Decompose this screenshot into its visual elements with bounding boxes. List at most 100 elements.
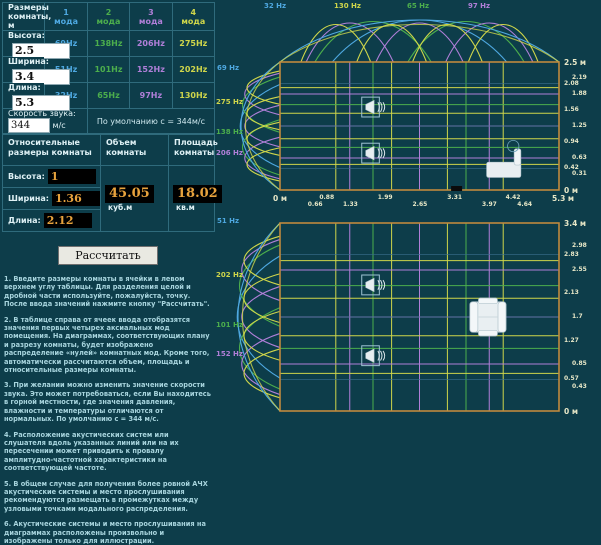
plan-view-diagram: 51 Hz 202 Hz 101 Hz 152 Hz 0 м 0.43 0.57 0.…: [216, 211, 601, 424]
diagrams-panel: 32 Hz 130 Hz 65 Hz 97 Hz 69 Hz 275 Hz 13…: [216, 0, 601, 424]
freq-label-left-8: 152 Hz: [216, 350, 243, 358]
calculate-button[interactable]: Рассчитать: [58, 246, 158, 265]
plan-view-plot: [236, 222, 560, 412]
freq-label-left-1: 69 Hz: [217, 64, 240, 72]
mode-header-3-num: 3: [148, 7, 154, 17]
y-axis-tick: 0.63: [572, 153, 587, 161]
height-label: Высота:: [8, 31, 45, 40]
x-axis-tick: 4.64: [517, 201, 533, 208]
relative-height-cell: Высота: 1: [2, 165, 101, 188]
y-axis-tick: 1.56: [564, 106, 579, 114]
x-axis-tick: 2.65: [412, 201, 428, 208]
y-axis-tick: 2.55: [572, 266, 587, 273]
mode-header-4-num: 4: [190, 7, 197, 17]
volume-header-line2: комнаты: [106, 148, 147, 157]
freq-label-top-3: 65 Hz: [407, 2, 430, 10]
freq-label-left-5: 51 Hz: [217, 217, 240, 225]
relative-header-row: Относительные размеры комнаты Объем комн…: [2, 134, 218, 166]
width-mode3-freq: 152Hz: [129, 56, 173, 83]
sound-speed-input[interactable]: 344: [8, 118, 50, 133]
mode-header-4-word: мода: [181, 16, 206, 26]
freq-label-top-1: 32 Hz: [264, 2, 287, 10]
freq-label-top-4: 97 Hz: [468, 2, 491, 10]
y-axis-tick: 0.85: [572, 360, 587, 367]
length-mode4-freq: 130Hz: [171, 82, 216, 109]
relative-sizes-header-line1: Относительные: [8, 138, 80, 147]
y-axis-tick: 2.98: [572, 242, 587, 250]
y-axis-tick: 0.31: [572, 170, 587, 178]
room-modes-table: Размеры комнаты, м 1 мода 2 мода 3 мода …: [1, 2, 216, 134]
area-header-line2: комнаты: [174, 148, 215, 157]
relative-width-value: 1.36: [51, 191, 100, 206]
height-cell: Высота:2.5: [1, 30, 70, 59]
width-cell: Ширина:3.4: [1, 56, 70, 85]
freq-label-left-4: 206 Hz: [216, 149, 243, 157]
length-mode2-freq: 65Hz: [86, 82, 131, 109]
width-mode2-freq: 101Hz: [86, 56, 131, 83]
mode-header-1-word: мода: [54, 16, 79, 26]
instruction-item: 4. Расположение акустических систем или …: [4, 430, 179, 473]
instruction-item: 2. В таблице справа от ячеек ввода отобр…: [4, 315, 210, 375]
x-axis-tick: 0.66: [307, 201, 323, 208]
table-header-row: Размеры комнаты, м 1 мода 2 мода 3 мода …: [1, 2, 216, 31]
volume-header: Объем комнаты: [100, 134, 169, 166]
area-header-line1: Площадь: [174, 138, 218, 147]
relative-sizes-header: Относительные размеры комнаты: [2, 134, 101, 166]
y-axis-tick: 2.19: [572, 73, 587, 81]
sound-speed-label: Скорость звука:: [8, 109, 76, 118]
section-view-plot: [239, 19, 560, 191]
volume-value: 45.05: [105, 185, 154, 203]
y-axis-tick: 0.57: [564, 375, 579, 383]
area-cell: 18.02кв.м: [168, 165, 222, 232]
instruction-item: 6. Акустические системы и место прослуши…: [4, 520, 206, 545]
y-axis-tick: 0.94: [564, 137, 579, 145]
freq-label-left-2: 275 Hz: [216, 98, 243, 106]
y-axis-tick: 0.43: [572, 383, 587, 391]
freq-label-top-2: 130 Hz: [334, 2, 361, 10]
sound-speed-unit: м/с: [52, 121, 66, 130]
y-axis-tick: 2.13: [564, 289, 579, 297]
x-axis-tick: 3.97: [481, 201, 497, 208]
relative-sizes-header-line2: размеры комнаты: [8, 148, 92, 157]
y-axis-tick: 0 м: [564, 407, 578, 416]
y-axis-tick: 1.7: [572, 313, 583, 320]
freq-label-left-7: 101 Hz: [216, 321, 243, 329]
mode-header-2-num: 2: [105, 7, 112, 17]
mode-header-2-word: мода: [96, 16, 121, 26]
length-input[interactable]: 5.3: [12, 95, 70, 111]
area-unit: кв.м: [176, 203, 195, 212]
x-axis-tick: 1.33: [343, 201, 358, 208]
relative-length-value: 2.12: [43, 213, 92, 228]
x-axis-tick: 5.3 м: [552, 194, 575, 203]
volume-unit: куб.м: [108, 203, 133, 212]
instructions-list: 1. Введите размеры комнаты в ячейки в ле…: [4, 275, 212, 545]
height-mode3-freq: 206Hz: [129, 30, 173, 57]
instruction-item: 1. Введите размеры комнаты в ячейки в ле…: [4, 275, 210, 309]
table-row: Длина: 2.12: [2, 209, 215, 232]
sound-speed-cell: Скорость звука: 344 м/с: [2, 108, 88, 134]
y-axis-tick: 2.08: [564, 79, 579, 87]
relative-sizes-table: Относительные размеры комнаты Объем комн…: [2, 134, 222, 232]
instruction-item: 5. В общем случае для получения более ро…: [4, 479, 208, 513]
mode-header-4: 4 мода: [171, 2, 216, 31]
y-axis-tick: 1.25: [572, 122, 587, 129]
mode-header-2: 2 мода: [86, 2, 131, 31]
section-view-diagram: 32 Hz 130 Hz 65 Hz 97 Hz 69 Hz 275 Hz 13…: [216, 0, 601, 211]
relative-length-label: Длина:: [8, 216, 41, 225]
sound-speed-default-note: По умолчанию с = 344м/с: [86, 108, 216, 134]
table-row: Высота: 1 45.05куб.м 18.02кв.м: [2, 165, 222, 232]
y-axis-tick: 1.88: [572, 89, 587, 97]
relative-height-label: Высота:: [8, 172, 45, 181]
y-axis-tick: 0 м: [564, 186, 578, 195]
y-axis-tick: 2.5 м: [564, 58, 587, 67]
x-axis-tick: 1.99: [377, 194, 393, 201]
y-axis-tick: 2.83: [564, 250, 579, 258]
instruction-item: 3. При желании можно изменить значение с…: [4, 381, 211, 424]
mode-header-3: 3 мода: [129, 2, 173, 31]
x-axis-tick: 0 м: [273, 194, 287, 203]
height-mode2-freq: 138Hz: [86, 30, 131, 57]
